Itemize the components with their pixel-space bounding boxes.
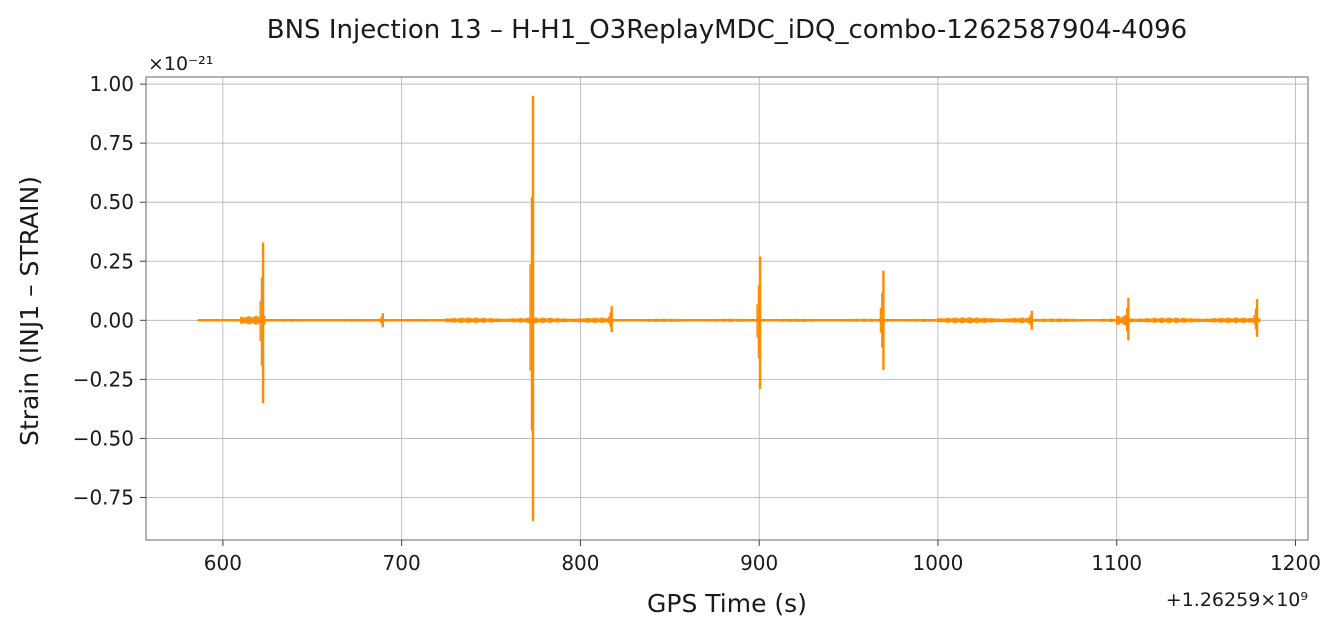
x-offset-label: +1.26259×10⁹ xyxy=(1166,589,1308,611)
noise-band xyxy=(265,318,447,322)
noise-band xyxy=(1032,318,1118,323)
y-tick-label: 0.75 xyxy=(89,131,134,155)
noise-band xyxy=(937,317,1034,324)
x-tick-label: 1100 xyxy=(1091,551,1142,575)
y-axis-ticks: −0.75 −0.50 −0.25 0.00 0.25 0.50 0.75 1.00 xyxy=(73,72,146,509)
x-tick-label: 600 xyxy=(204,551,242,575)
spike xyxy=(1124,297,1130,341)
spike xyxy=(607,306,613,333)
x-axis-ticks: 600 700 800 900 1000 1100 1200 xyxy=(204,540,1321,575)
x-tick-label: 700 xyxy=(383,551,421,575)
spike xyxy=(879,270,885,370)
spike xyxy=(259,242,265,403)
y-scale-label: ×10⁻²¹ xyxy=(148,53,213,75)
spike xyxy=(1028,310,1034,330)
x-tick-label: 800 xyxy=(561,551,599,575)
y-tick-label: −0.50 xyxy=(73,426,134,450)
spike xyxy=(1253,299,1259,337)
axes-frame xyxy=(145,76,1309,541)
y-tick-label: 0.50 xyxy=(89,190,134,214)
y-tick-label: −0.75 xyxy=(73,485,134,509)
x-tick-label: 900 xyxy=(740,551,778,575)
y-tick-label: 0.00 xyxy=(89,308,134,332)
plot-area xyxy=(197,95,1261,522)
x-tick-label: 1000 xyxy=(912,551,963,575)
chart-title: BNS Injection 13 – H-H1_O3ReplayMDC_iDQ_… xyxy=(267,15,1187,45)
y-tick-label: −0.25 xyxy=(73,367,134,391)
x-axis-label: GPS Time (s) xyxy=(647,589,807,618)
y-tick-label: 1.00 xyxy=(89,72,134,96)
spike xyxy=(379,313,385,328)
grid xyxy=(146,77,1308,540)
noise-band xyxy=(197,319,241,322)
x-tick-label: 1200 xyxy=(1270,551,1321,575)
spike xyxy=(756,256,762,389)
noise-band xyxy=(445,317,609,324)
spike xyxy=(529,95,535,522)
y-axis-label: Strain (INJ1 – STRAIN) xyxy=(15,176,44,446)
y-tick-label: 0.25 xyxy=(89,249,134,273)
